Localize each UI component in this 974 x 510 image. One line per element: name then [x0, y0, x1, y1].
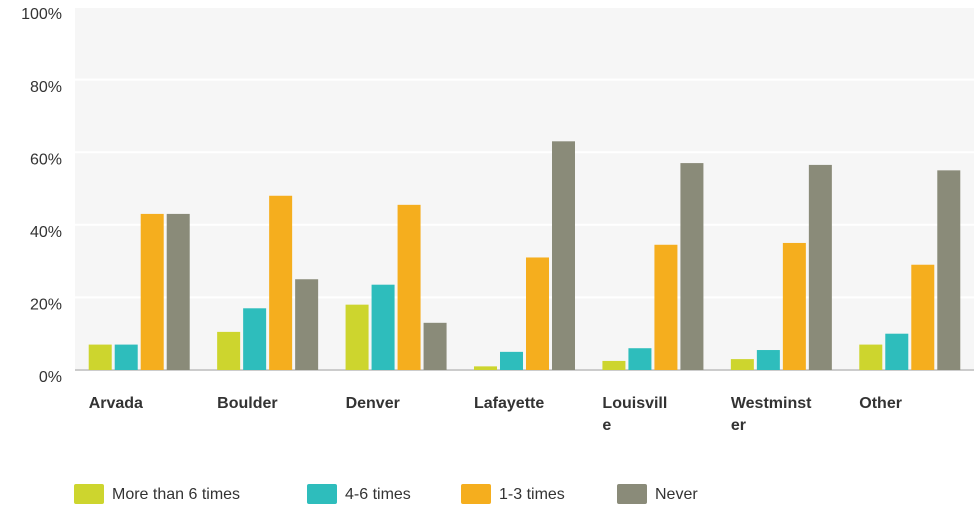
bar [140, 213, 164, 370]
y-tick-label: 100% [21, 6, 62, 23]
bar [885, 333, 909, 370]
legend-label: 4-6 times [345, 486, 411, 503]
bar [602, 360, 626, 370]
legend-label: 1-3 times [499, 486, 565, 503]
bar [88, 344, 112, 370]
bar [730, 359, 754, 370]
x-tick-label: Louisvill e [602, 395, 667, 434]
bar [654, 244, 678, 370]
y-tick-label: 40% [30, 224, 62, 241]
y-tick-label: 80% [30, 79, 62, 96]
bar [295, 279, 319, 370]
bar [474, 366, 497, 370]
x-tick-label: Boulder [217, 395, 277, 412]
bar [423, 322, 447, 370]
bar [937, 170, 961, 370]
x-tick-label-line: Louisvill [602, 395, 667, 412]
bar [500, 351, 523, 370]
bar [680, 163, 704, 370]
bar [114, 344, 138, 370]
bar [371, 284, 395, 370]
bar [756, 350, 780, 370]
bar [859, 344, 883, 370]
legend-label: More than 6 times [112, 486, 240, 503]
bar [269, 195, 293, 370]
x-tick-label: Denver [346, 395, 400, 412]
bar [911, 264, 935, 370]
bar [345, 304, 369, 370]
x-tick-label-line: e [602, 417, 611, 434]
bar [782, 242, 806, 370]
x-tick-label: Arvada [89, 395, 143, 412]
plot-area [75, 7, 974, 370]
bar [166, 213, 190, 370]
legend-swatch [461, 484, 491, 504]
x-tick-label: Westminst er [731, 395, 812, 434]
bar [217, 331, 241, 370]
bar [243, 308, 267, 370]
legend-swatch [617, 484, 647, 504]
bar [808, 164, 832, 370]
x-tick-label-line: Westminst [731, 395, 812, 412]
legend-swatch [74, 484, 104, 504]
y-tick-label: 20% [30, 297, 62, 314]
y-tick-label: 60% [30, 151, 62, 168]
bar [397, 204, 421, 370]
bar [628, 348, 652, 370]
bar [526, 257, 549, 370]
x-tick-label-line: er [731, 417, 746, 434]
x-tick-label: Lafayette [474, 395, 544, 412]
x-tick-label: Other [859, 395, 902, 412]
legend-label: Never [655, 486, 698, 503]
y-tick-label: 0% [39, 369, 62, 386]
bar [552, 141, 575, 370]
legend-swatch [307, 484, 337, 504]
